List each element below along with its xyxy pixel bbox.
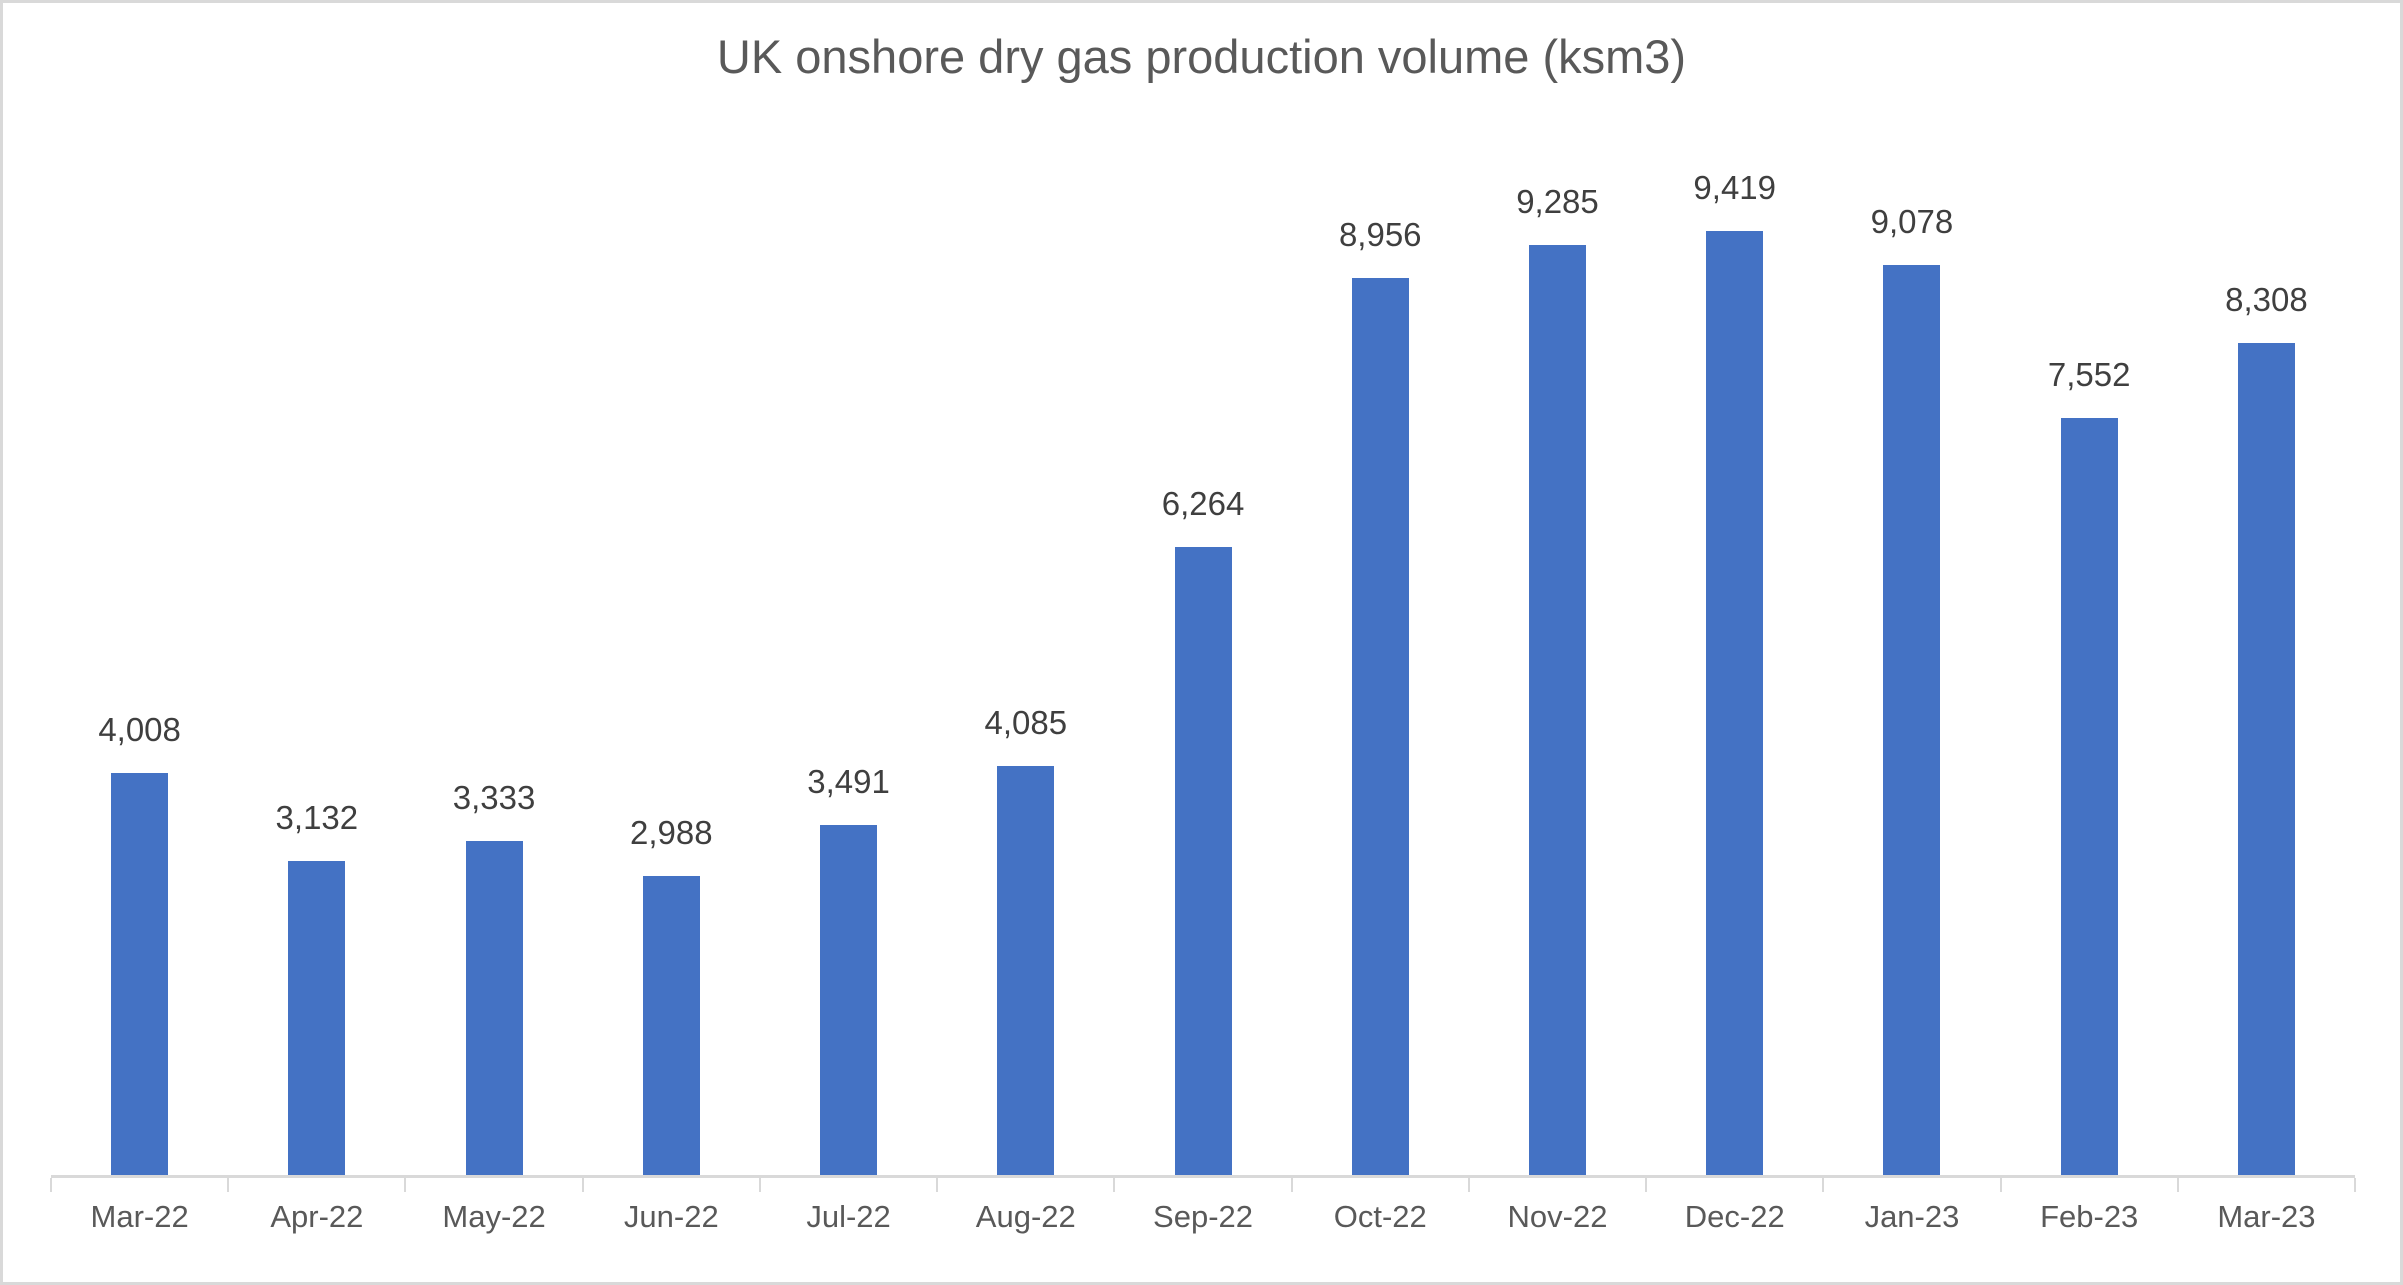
x-axis-tick-mark <box>1999 1178 2002 1192</box>
x-axis-tick-mark <box>1467 1178 1470 1192</box>
bar-value-label: 8,308 <box>2225 281 2308 318</box>
bar-value-label: 9,285 <box>1516 183 1599 220</box>
x-axis-tick-mark <box>1290 1178 1293 1192</box>
bar <box>1528 245 1586 1175</box>
bar <box>642 876 700 1175</box>
x-axis-tick-mark <box>758 1178 761 1192</box>
x-axis-tick-label: Feb-23 <box>2040 1199 2139 1234</box>
bar <box>1706 231 1764 1175</box>
bar <box>465 841 523 1175</box>
x-axis-tick-mark <box>2354 1178 2356 1192</box>
bar-column: 9,078 <box>1823 3 2000 1175</box>
x-axis-tick-label: Sep-22 <box>1153 1199 1253 1234</box>
bar-value-label: 6,264 <box>1161 485 1245 522</box>
bar-value-label: 3,333 <box>452 779 536 816</box>
x-axis-tick-label: Nov-22 <box>1507 1199 1608 1234</box>
bar-value-label: 3,491 <box>807 763 890 800</box>
bar-value-label: 4,085 <box>984 704 1068 741</box>
x-axis-tick-label: Dec-22 <box>1684 1199 1785 1234</box>
x-axis-tick-mark <box>1822 1178 1825 1192</box>
x-axis-tick-mark <box>50 1178 52 1192</box>
bar <box>1883 265 1941 1175</box>
x-axis-tick-mark <box>1113 1178 1116 1192</box>
bar <box>1174 547 1232 1175</box>
bar-column: 3,132 <box>228 3 405 1175</box>
bar <box>111 773 169 1175</box>
bar-value-label: 3,132 <box>275 799 359 836</box>
x-axis-tick-label: Jan-23 <box>1864 1199 1960 1234</box>
bar <box>820 825 878 1175</box>
x-axis-tick-mark <box>581 1178 584 1192</box>
x-axis-tick-label: Oct-22 <box>1333 1199 1427 1234</box>
bar-value-label: 7,552 <box>2047 356 2131 393</box>
x-axis-tick-mark <box>936 1178 939 1192</box>
bar-column: 9,419 <box>1646 3 1823 1175</box>
x-axis-tick-label: Apr-22 <box>270 1199 364 1234</box>
bar-column: 7,552 <box>2001 3 2178 1175</box>
plot-area: 4,008 3,132 3,333 2,988 3,491 4,085 6,26… <box>51 3 2355 1175</box>
bar <box>2060 418 2118 1175</box>
bar-column: 3,333 <box>405 3 582 1175</box>
x-axis-line <box>51 1175 2355 1178</box>
bar-column: 4,008 <box>51 3 228 1175</box>
x-axis-labels: Mar-22 Apr-22 May-22 Jun-22 Jul-22 Aug-22 Sep-… <box>51 1199 2355 1235</box>
bar-column: 2,988 <box>583 3 760 1175</box>
x-axis-tick-mark <box>404 1178 407 1192</box>
bar-column: 6,264 <box>1114 3 1291 1175</box>
bar-column: 3,491 <box>760 3 937 1175</box>
bar <box>1351 278 1409 1175</box>
x-axis-tick-mark <box>2176 1178 2179 1192</box>
x-axis-tick-label: Mar-23 <box>2217 1199 2316 1234</box>
x-axis-tick-label: May-22 <box>442 1199 546 1234</box>
x-axis-tick-label: Jun-22 <box>623 1199 719 1234</box>
x-axis-ticks <box>50 1178 2356 1192</box>
bar-column: 4,085 <box>937 3 1114 1175</box>
x-axis-tick-label: Jul-22 <box>806 1199 891 1234</box>
x-axis-tick-label: Mar-22 <box>90 1199 189 1234</box>
bar-value-label: 9,419 <box>1693 169 1777 206</box>
bar-column: 8,308 <box>2178 3 2355 1175</box>
bar-value-label: 4,008 <box>98 711 181 748</box>
bar-value-label: 8,956 <box>1338 216 1422 253</box>
x-axis-tick-mark <box>227 1178 230 1192</box>
bar <box>997 766 1055 1175</box>
x-axis-tick-label: Aug-22 <box>975 1199 1076 1234</box>
bar-column: 8,956 <box>1292 3 1469 1175</box>
bar-column: 9,285 <box>1469 3 1646 1175</box>
bar <box>288 861 346 1175</box>
bar-value-label: 9,078 <box>1870 203 1954 240</box>
chart-title: UK onshore dry gas production volume (ks… <box>716 30 1687 83</box>
bar <box>2237 343 2295 1175</box>
x-axis-tick-mark <box>1645 1178 1648 1192</box>
bar-value-label: 2,988 <box>630 814 713 851</box>
